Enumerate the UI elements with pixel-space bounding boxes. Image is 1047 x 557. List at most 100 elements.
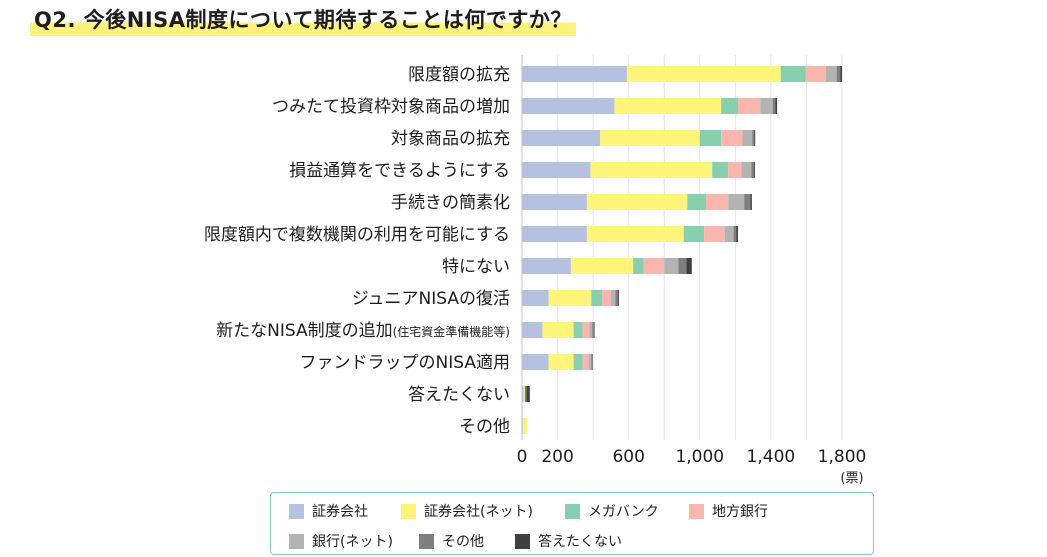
bar-segment	[582, 354, 589, 370]
legend-label: 証券会社(ネット)	[424, 504, 533, 520]
bar-segment	[772, 98, 776, 114]
x-tick-label: 1,800	[818, 447, 867, 467]
bar-segment	[582, 322, 590, 338]
legend-item: 銀行(ネット)	[289, 531, 393, 551]
bar-segment	[522, 130, 601, 146]
bar-segment	[522, 226, 587, 242]
bar-segment	[570, 258, 634, 274]
category-label: その他	[459, 417, 510, 437]
legend-label: 答えたくない	[538, 534, 622, 550]
bar-segment	[738, 98, 761, 114]
bar-segment	[522, 418, 523, 434]
bar-segment	[548, 290, 592, 306]
bar-segment	[750, 194, 752, 210]
bar-segment	[588, 354, 592, 370]
legend-label: その他	[442, 534, 484, 550]
bar-segment	[664, 258, 679, 274]
x-unit-label: (票)	[840, 471, 863, 486]
bar-segment	[526, 386, 530, 402]
bar-segment	[522, 322, 543, 338]
bar-segment	[522, 194, 587, 210]
bar-segment	[724, 226, 734, 242]
chart-legend: 証券会社 証券会社(ネット) メガバンク 地方銀行銀行(ネット) その他 答えたくない	[270, 492, 874, 555]
legend-item: メガバンク	[565, 501, 659, 521]
legend-item: 証券会社(ネット)	[401, 501, 533, 521]
category-label: 特にない	[442, 257, 510, 277]
bar-segment	[592, 322, 594, 338]
bar-segment	[522, 386, 524, 402]
bar-segment	[573, 322, 583, 338]
bar-segment	[522, 258, 571, 274]
bar-segment	[522, 290, 549, 306]
legend-item: 証券会社	[289, 501, 368, 521]
bar-segment	[589, 322, 593, 338]
bar-segment	[741, 162, 752, 178]
bar-segment	[522, 162, 591, 178]
legend-item: 地方銀行	[689, 501, 768, 521]
bar-segment	[760, 98, 773, 114]
bar-segment	[721, 98, 738, 114]
bar-segment	[751, 162, 754, 178]
bar-segment	[678, 258, 687, 274]
category-label: 手続きの簡素化	[391, 193, 510, 213]
legend-swatch	[689, 503, 704, 519]
category-label: 対象商品の拡充	[391, 129, 510, 149]
x-tick-label: 1,400	[747, 447, 796, 467]
bar-segment	[643, 258, 665, 274]
category-label: ファンドラップのNISA適用	[300, 353, 510, 373]
bar-segment	[686, 258, 692, 274]
legend-swatch	[515, 533, 530, 549]
bar-segment	[699, 130, 722, 146]
bar-segment	[775, 98, 778, 114]
bar-segment	[805, 66, 826, 82]
bar-segment	[522, 98, 615, 114]
title-wrap: Q2. 今後NISA制度について期待することは何ですか？	[30, 0, 576, 36]
bar-segment	[742, 130, 753, 146]
bar-segment	[542, 322, 574, 338]
legend-item: その他	[419, 531, 484, 551]
bar-segment	[586, 194, 688, 210]
category-label: 限度額の拡充	[408, 65, 510, 85]
bar-segment	[590, 162, 713, 178]
legend-label: 証券会社	[312, 504, 368, 520]
bar-segment	[752, 130, 755, 146]
category-label: 答えたくない	[408, 385, 510, 405]
bar-segment	[728, 194, 745, 210]
bar-segment	[615, 290, 618, 306]
bar-segment	[548, 354, 574, 370]
bar-segment	[614, 98, 722, 114]
bar-segment	[836, 66, 841, 82]
bar-segment	[523, 386, 525, 402]
bar-segment	[610, 290, 616, 306]
bar-segment	[712, 162, 729, 178]
bar-segment	[736, 226, 738, 242]
bar-segment	[600, 130, 700, 146]
bar-segment	[591, 354, 593, 370]
bar-segment	[780, 66, 806, 82]
bar-segment	[687, 194, 706, 210]
category-label: ジュニアNISAの復活	[352, 289, 510, 309]
bar-segment	[826, 66, 837, 82]
bar-segment	[573, 354, 583, 370]
bar-segment	[721, 130, 743, 146]
bar-segment	[754, 130, 756, 146]
bar-segment	[706, 194, 729, 210]
legend-swatch	[289, 503, 304, 519]
legend-label: 地方銀行	[712, 504, 768, 520]
bar-segment	[522, 66, 627, 82]
stacked-bar-chart: 0 200 600 1,000 1,400 1,800 (票) 限度額の拡充つみたて投資枠対象…	[204, 55, 867, 486]
bar-segment	[683, 226, 705, 242]
legend-swatch	[289, 533, 304, 549]
category-label: つみたて投資枠対象商品の増加	[272, 97, 510, 117]
bar-segment	[704, 226, 725, 242]
legend-swatch	[419, 533, 434, 549]
category-label: 新たなNISA制度の追加(住宅資金準備機能等)	[216, 321, 510, 341]
bar-segment	[754, 162, 755, 178]
legend-label: メガバンク	[588, 504, 659, 520]
bar-segment	[626, 66, 781, 82]
x-tick-label: 600	[612, 447, 644, 467]
legend-swatch	[565, 503, 580, 519]
bar-segment	[594, 322, 595, 338]
bar-segment	[618, 290, 619, 306]
page-title: Q2. 今後NISA制度について期待することは何ですか？	[30, 0, 576, 36]
